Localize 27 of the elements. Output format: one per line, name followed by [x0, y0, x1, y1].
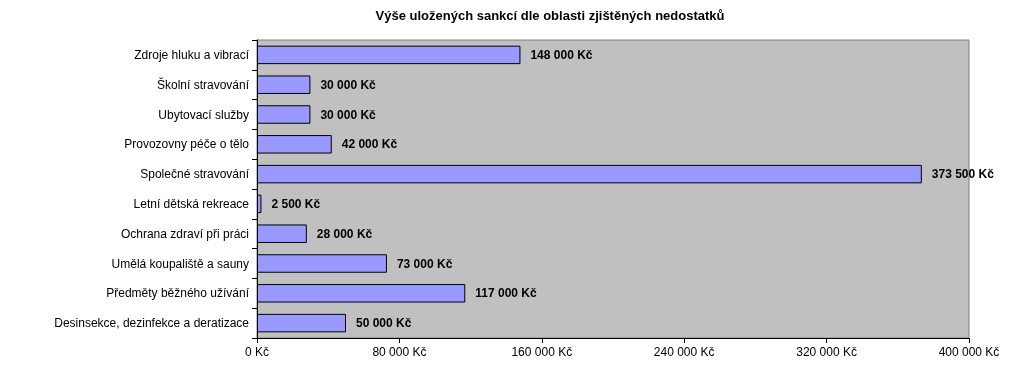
data-label: 2 500 Kč	[271, 196, 321, 211]
y-tick-label: Provozovny péče o tělo	[124, 137, 250, 152]
x-tick-label: 80 000 Kč	[372, 345, 427, 359]
x-tick-label: 320 000 Kč	[796, 345, 857, 359]
y-tick-label: Školní stravování	[156, 76, 250, 92]
chart-title: Výše uložených sankcí dle oblasti zjištěných nedostatků	[375, 8, 725, 23]
y-tick-label: Letní dětská rekreace	[133, 196, 250, 211]
data-label: 30 000 Kč	[320, 107, 377, 122]
data-label: 30 000 Kč	[320, 77, 377, 92]
x-tick-label: 0 Kč	[244, 345, 270, 359]
y-tick-label: Zdroje hluku a vibrací	[134, 47, 250, 62]
data-label: 50 000 Kč	[356, 316, 412, 331]
data-label: 42 000 Kč	[341, 137, 398, 152]
y-tick-label: Společné stravování	[140, 167, 250, 182]
x-tick-label: 400 000 Kč	[938, 345, 1000, 359]
x-tick-label: 160 000 Kč	[511, 345, 573, 359]
x-tick-label: 240 000 Kč	[653, 345, 715, 359]
y-tick-label: Předměty běžného užívání	[106, 286, 250, 301]
data-label: 148 000 Kč	[530, 47, 593, 62]
data-label: 373 500 Kč	[931, 167, 995, 182]
data-label: 73 000 Kč	[396, 256, 453, 271]
data-label: 28 000 Kč	[316, 226, 373, 241]
data-label: 117 000 Kč	[475, 286, 537, 301]
y-tick-label: Umělá koupaliště a sauny	[111, 256, 249, 271]
y-tick-label: Ubytovací služby	[158, 107, 249, 122]
y-tick-label: Ochrana zdraví při práci	[120, 226, 249, 241]
y-tick-label: Desinsekce, dezinfekce a deratizace	[54, 316, 250, 331]
